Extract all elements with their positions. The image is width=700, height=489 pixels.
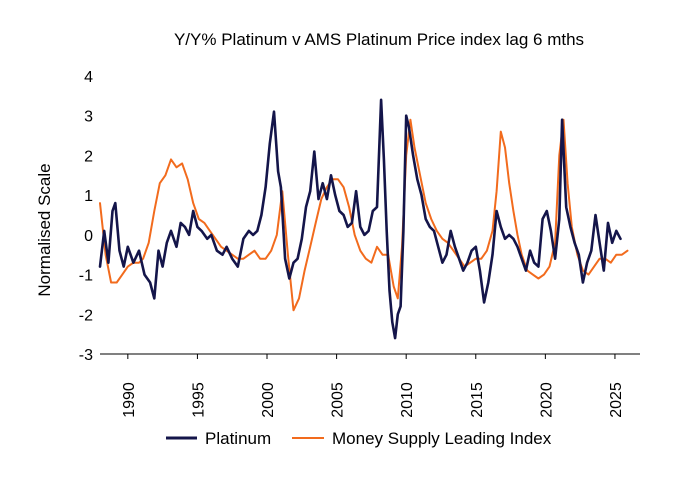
x-tick-label: 2020 — [538, 382, 555, 418]
y-tick-label: 4 — [84, 69, 93, 86]
legend-label-money-supply: Money Supply Leading Index — [332, 429, 552, 448]
y-axis-label: Normalised Scale — [35, 163, 54, 296]
x-tick-label: 1990 — [121, 382, 138, 418]
series-line-platinum — [98, 98, 622, 340]
x-tick-label: 2010 — [399, 382, 416, 418]
x-tick-label: 1995 — [190, 382, 207, 418]
legend-label-platinum: Platinum — [205, 429, 271, 448]
x-tick-label: 2005 — [330, 382, 347, 418]
y-tick-label: 3 — [84, 109, 93, 126]
x-tick-label: 2015 — [469, 382, 486, 418]
x-tick-label: 2000 — [260, 382, 277, 418]
y-tick-label: -3 — [79, 347, 93, 364]
y-tick-label: -1 — [79, 268, 93, 285]
x-tick-group: 1990 1995 2000 2005 2010 2015 2020 2025 — [121, 354, 625, 418]
series-group — [98, 98, 629, 340]
series-line-money-supply — [99, 118, 629, 312]
chart-title: Y/Y% Platinum v AMS Platinum Price index… — [174, 30, 584, 49]
y-tick-label: -2 — [79, 307, 93, 324]
legend: Platinum Money Supply Leading Index — [166, 429, 552, 448]
x-tick-label: 2025 — [608, 382, 625, 418]
y-tick-label-group: -3 -2 -1 0 1 2 3 4 — [79, 69, 93, 364]
y-tick-label: 2 — [84, 148, 93, 165]
y-tick-label: 0 — [84, 228, 93, 245]
y-tick-label: 1 — [84, 188, 93, 205]
